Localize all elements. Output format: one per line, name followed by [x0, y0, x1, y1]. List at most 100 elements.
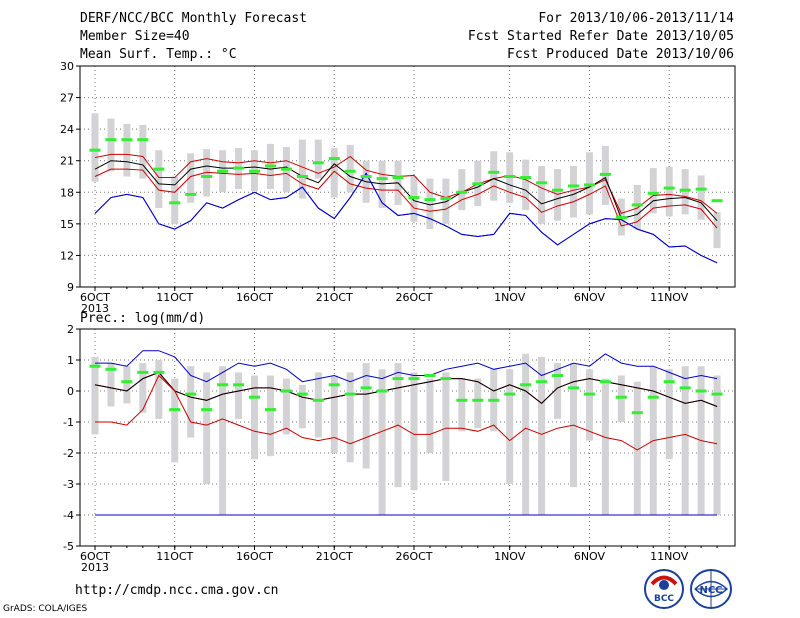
median-marker — [392, 377, 404, 381]
median-marker — [615, 216, 627, 220]
ensemble-range-bar — [713, 375, 721, 515]
median-marker — [599, 172, 611, 176]
median-marker — [328, 383, 340, 387]
median-marker — [504, 175, 516, 178]
plot-frame — [79, 65, 736, 288]
median-marker — [137, 138, 149, 142]
median-marker — [520, 383, 532, 387]
median-marker — [679, 386, 691, 390]
median-marker — [647, 395, 659, 399]
ensemble-range-bar — [713, 212, 721, 249]
variable-label: Mean Surf. Temp.: °C — [80, 47, 237, 62]
x-tick-label: 6NOV — [574, 291, 606, 304]
median-marker — [695, 389, 707, 393]
median-marker — [217, 383, 229, 387]
median-marker — [105, 138, 117, 142]
x-tick-label: 21OCT — [316, 291, 353, 304]
ensemble-range-bar — [697, 175, 705, 220]
median-marker — [424, 374, 436, 377]
median-marker — [488, 170, 500, 174]
median-marker — [663, 186, 675, 190]
median-marker — [456, 398, 468, 402]
series-line-mean — [94, 160, 718, 222]
median-marker — [520, 176, 532, 180]
ensemble-range-bar — [298, 139, 306, 199]
median-marker — [169, 201, 181, 205]
x-tick-label: 26OCT — [395, 550, 432, 563]
ensemble-range-bar — [538, 356, 546, 515]
x-tick-label: 1NOV — [494, 291, 526, 304]
ensemble-range-bar — [538, 165, 546, 224]
y-tick-label: -4 — [63, 509, 74, 522]
x-tick-label: 11NOV — [650, 550, 689, 563]
median-marker — [568, 386, 579, 390]
ensemble-range-bar — [490, 151, 498, 201]
ensemble-range-bar — [378, 369, 386, 515]
ensemble-range-bar — [107, 118, 115, 172]
median-marker — [296, 175, 308, 178]
ensemble-range-bar — [219, 366, 227, 515]
ensemble-range-bar — [522, 159, 530, 211]
ensemble-range-bar — [522, 353, 530, 515]
series-line-inner-lower — [95, 374, 718, 451]
y-tick-label: 27 — [60, 92, 74, 105]
median-marker — [185, 392, 197, 396]
series-line-max — [95, 350, 718, 383]
median-marker — [89, 148, 101, 152]
x-tick-label: 6OCT — [80, 291, 110, 304]
ensemble-range-bar — [585, 152, 593, 215]
source-url: http://cmdp.ncc.cma.gov.cn — [75, 583, 279, 598]
median-marker — [536, 181, 548, 185]
forecast-period: For 2013/10/06-2013/11/14 — [538, 11, 734, 26]
median-marker — [583, 183, 595, 187]
median-marker — [711, 392, 723, 396]
y-tick-label: 9 — [67, 281, 74, 294]
median-marker — [264, 408, 276, 412]
series-line-inner-upper — [94, 153, 718, 214]
fcst-started-date: Fcst Started Refer Date 2013/10/05 — [467, 29, 734, 44]
ensemble-range-bar — [554, 363, 562, 419]
y-tick-label: 30 — [60, 60, 74, 73]
median-marker — [647, 191, 659, 195]
ensemble-range-bar — [554, 169, 562, 221]
ensemble-range-bar — [187, 153, 195, 203]
median-marker — [296, 392, 308, 396]
ensemble-range-bar — [378, 160, 386, 209]
ensemble-range-bar — [139, 363, 147, 413]
x-year-label: 2013 — [81, 302, 109, 315]
ensemble-range-bar — [155, 360, 163, 419]
median-marker — [711, 199, 723, 203]
chart-title: DERF/NCC/BCC Monthly Forecast — [80, 11, 307, 26]
median-marker — [552, 188, 564, 192]
median-marker — [201, 408, 213, 412]
median-marker — [153, 167, 165, 171]
median-marker — [568, 184, 579, 188]
median-marker — [472, 182, 484, 186]
median-marker — [249, 395, 260, 399]
median-marker — [440, 377, 452, 381]
ncc-logo: NCC — [690, 569, 732, 609]
ensemble-range-bar — [91, 113, 99, 182]
x-tick-label: 6NOV — [574, 550, 606, 563]
median-marker — [695, 187, 707, 191]
median-marker — [105, 367, 117, 371]
ensemble-range-bar — [346, 372, 354, 463]
median-marker — [312, 398, 324, 402]
y-tick-label: 18 — [60, 186, 74, 199]
fcst-produced-date: Fcst Produced Date 2013/10/06 — [507, 47, 734, 62]
ensemble-range-bar — [171, 176, 179, 224]
x-tick-label: 21OCT — [316, 550, 353, 563]
median-marker — [408, 377, 420, 381]
median-marker — [360, 386, 372, 390]
y-tick-label: -2 — [63, 447, 74, 460]
x-tick-label: 26OCT — [395, 291, 432, 304]
plot-frame — [79, 328, 736, 547]
x-tick-label: 11OCT — [156, 291, 193, 304]
median-marker — [504, 392, 516, 396]
y-tick-label: -3 — [63, 478, 74, 491]
ensemble-range-bar — [410, 372, 418, 491]
x-tick-label: 1NOV — [494, 550, 526, 563]
median-marker — [280, 167, 292, 171]
median-marker — [408, 196, 420, 200]
median-marker — [488, 398, 500, 402]
